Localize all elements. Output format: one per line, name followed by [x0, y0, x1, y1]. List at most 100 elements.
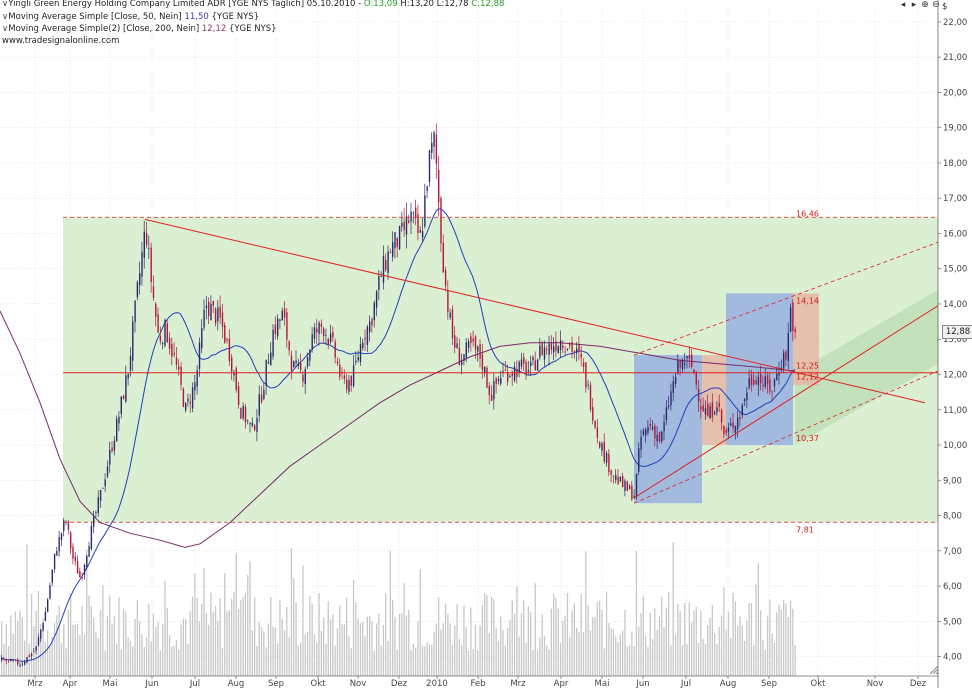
volume-bar	[467, 650, 470, 676]
candle-body	[254, 425, 256, 430]
candle-body	[433, 132, 435, 147]
y-tick-label: 10,00	[943, 441, 967, 451]
volume-bar	[203, 568, 205, 676]
x-tick-label: Mai	[103, 679, 118, 688]
volume-bar	[79, 635, 81, 676]
volume-bar	[562, 620, 564, 676]
volume-bar	[171, 646, 173, 676]
candle-body	[424, 195, 426, 227]
volume-bar	[60, 642, 63, 676]
volume-bar	[442, 623, 444, 676]
candle-body	[734, 425, 737, 433]
candle-body	[467, 341, 470, 348]
volume-bar	[720, 615, 723, 676]
candle-body	[592, 407, 594, 421]
candle-body	[587, 384, 589, 386]
candle-body	[585, 362, 587, 388]
volume-bar	[555, 598, 557, 676]
candle-body	[479, 344, 481, 359]
candle-body	[318, 322, 320, 335]
candle-body	[297, 363, 300, 366]
candle-body	[201, 328, 203, 349]
candle-body	[116, 418, 118, 442]
candle-body	[438, 169, 440, 203]
candle-body	[610, 470, 612, 475]
candle-body	[732, 422, 734, 428]
candle-body	[336, 361, 339, 364]
x-tick-label: Mai	[595, 679, 610, 688]
volume-bar	[237, 608, 240, 676]
candle-body	[700, 406, 702, 410]
candle-body	[74, 556, 76, 562]
volume-bar	[525, 642, 527, 676]
candle-body	[168, 338, 171, 349]
volume-bar	[481, 605, 483, 676]
candle-body	[47, 599, 49, 612]
resize-grip-icon[interactable]	[930, 666, 938, 674]
volume-bar	[191, 596, 194, 676]
ma50-legend[interactable]: ∨Moving Average Simple [Close, 50, Nein]…	[2, 12, 260, 22]
volume-bar	[727, 611, 730, 676]
candle-body	[26, 656, 28, 663]
lower-level-label: 7,81	[796, 526, 814, 535]
volume-bar	[507, 628, 509, 676]
volume-bar	[256, 645, 258, 676]
candle-body	[566, 348, 569, 350]
candle-body	[240, 407, 242, 419]
candle-body	[509, 375, 511, 377]
candle-body	[576, 348, 578, 354]
volume-bar	[168, 634, 171, 676]
volume-bar	[162, 623, 164, 676]
x-tick-label: Apr	[63, 679, 78, 688]
candle-body	[141, 252, 143, 277]
volume-bar	[318, 593, 320, 676]
zoom-in-icon[interactable]: ⊕	[921, 0, 930, 10]
candle-body	[477, 346, 479, 352]
candle-body	[148, 248, 150, 249]
volume-bar	[106, 615, 109, 676]
candle-body	[484, 367, 486, 373]
scroll-right-icon[interactable]: ▸	[911, 0, 918, 10]
volume-bar	[175, 639, 178, 676]
volume-bar	[691, 622, 693, 676]
candle-body	[277, 318, 279, 337]
volume-bar	[773, 642, 776, 676]
ma200-legend[interactable]: ∨Moving Average Simple(2) [Close, 200, N…	[2, 24, 277, 34]
x-tick-label: Nov	[350, 679, 367, 688]
candle-body	[665, 407, 668, 421]
candle-body	[17, 659, 19, 665]
volume-bar	[792, 608, 794, 676]
volume-bar	[364, 636, 366, 676]
volume-bar	[139, 621, 141, 676]
scroll-left-icon[interactable]: ◂	[900, 0, 907, 10]
candle-body	[520, 359, 523, 367]
candle-body	[343, 375, 346, 379]
candle-body	[555, 341, 557, 351]
volume-bar	[599, 600, 601, 676]
volume-bar	[129, 640, 132, 676]
volume-bar	[350, 647, 352, 676]
candle-body	[707, 403, 709, 417]
volume-bar	[461, 644, 463, 676]
volume-bar	[573, 603, 575, 676]
candle-body	[194, 382, 196, 391]
volume-bar	[122, 608, 125, 676]
candle-body	[428, 150, 431, 182]
volume-bar	[787, 617, 789, 676]
volume-bar	[288, 637, 290, 676]
volume-bar	[417, 621, 419, 676]
volume-bar	[352, 580, 355, 676]
candle-body	[605, 453, 608, 463]
candle-body	[580, 353, 582, 358]
y-tick-label: 19,00	[943, 124, 967, 134]
volume-bar	[757, 562, 759, 676]
candle-body	[224, 325, 226, 343]
chart-title: ∨Yingli Green Energy Holding Company Lim…	[2, 0, 504, 9]
zoom-out-icon[interactable]: ⊖	[932, 0, 941, 10]
candle-body	[221, 312, 224, 327]
low-value: L:12,78	[436, 0, 469, 9]
volume-bar	[208, 624, 210, 676]
volume-bar	[746, 620, 748, 676]
